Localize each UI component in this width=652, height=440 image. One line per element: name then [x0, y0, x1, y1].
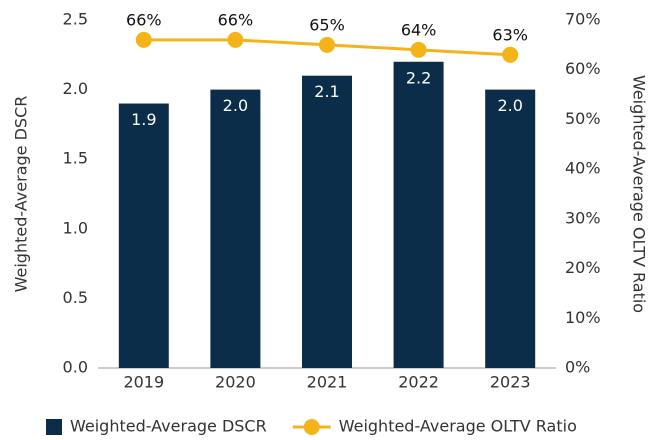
bar-value-label: 1.9 — [131, 110, 156, 129]
bar-value-label: 2.1 — [314, 82, 339, 101]
line-value-label: 63% — [492, 25, 528, 44]
bar-value-label: 2.0 — [497, 96, 522, 115]
y2-tick-label: 40% — [565, 159, 601, 178]
y-tick-label: 1.5 — [63, 149, 88, 168]
line-value-label: 66% — [126, 10, 162, 29]
legend-label: Weighted-Average DSCR — [70, 417, 267, 436]
bar — [302, 75, 352, 369]
bar — [485, 89, 536, 368]
bar — [393, 61, 444, 368]
y-tick-label: 2.0 — [63, 79, 88, 98]
line-value-label: 64% — [401, 20, 437, 39]
x-tick-label: 2019 — [123, 373, 164, 392]
y2-tick-label: 30% — [565, 208, 601, 227]
y2-tick-label: 60% — [565, 59, 601, 78]
x-tick-label: 2022 — [398, 373, 439, 392]
line-value-label: 66% — [218, 10, 254, 29]
x-tick-label: 2020 — [215, 373, 256, 392]
line-point — [135, 31, 152, 48]
y-tick-label: 0.5 — [63, 288, 88, 307]
y2-tick-label: 10% — [565, 308, 601, 327]
y-tick-label: 1.0 — [63, 218, 88, 237]
y-tick-label: 0.0 — [63, 358, 88, 377]
x-tick-label: 2023 — [490, 373, 531, 392]
legend-label: Weighted-Average OLTV Ratio — [339, 417, 577, 436]
legend-swatch-dot — [303, 419, 320, 435]
y2-tick-label: 20% — [565, 258, 601, 277]
line-point — [502, 46, 519, 63]
y-tick-label: 2.5 — [63, 10, 88, 29]
line-point — [410, 41, 427, 58]
x-tick-label: 2021 — [307, 373, 348, 392]
y2-tick-label: 0% — [565, 358, 590, 377]
bar — [210, 89, 261, 368]
line-point — [227, 31, 244, 48]
line-point — [319, 36, 335, 53]
legend-swatch — [46, 419, 62, 435]
line-value-label: 65% — [309, 15, 345, 34]
bar — [118, 103, 169, 369]
y2-axis-label: Weighted-Average OLTV Ratio — [630, 75, 649, 313]
bar-value-label: 2.0 — [223, 96, 248, 115]
bar-value-label: 2.2 — [406, 68, 431, 87]
y-axis-label: Weighted-Average DSCR — [12, 96, 31, 293]
y2-tick-label: 70% — [565, 10, 601, 29]
y2-tick-label: 50% — [565, 109, 601, 128]
